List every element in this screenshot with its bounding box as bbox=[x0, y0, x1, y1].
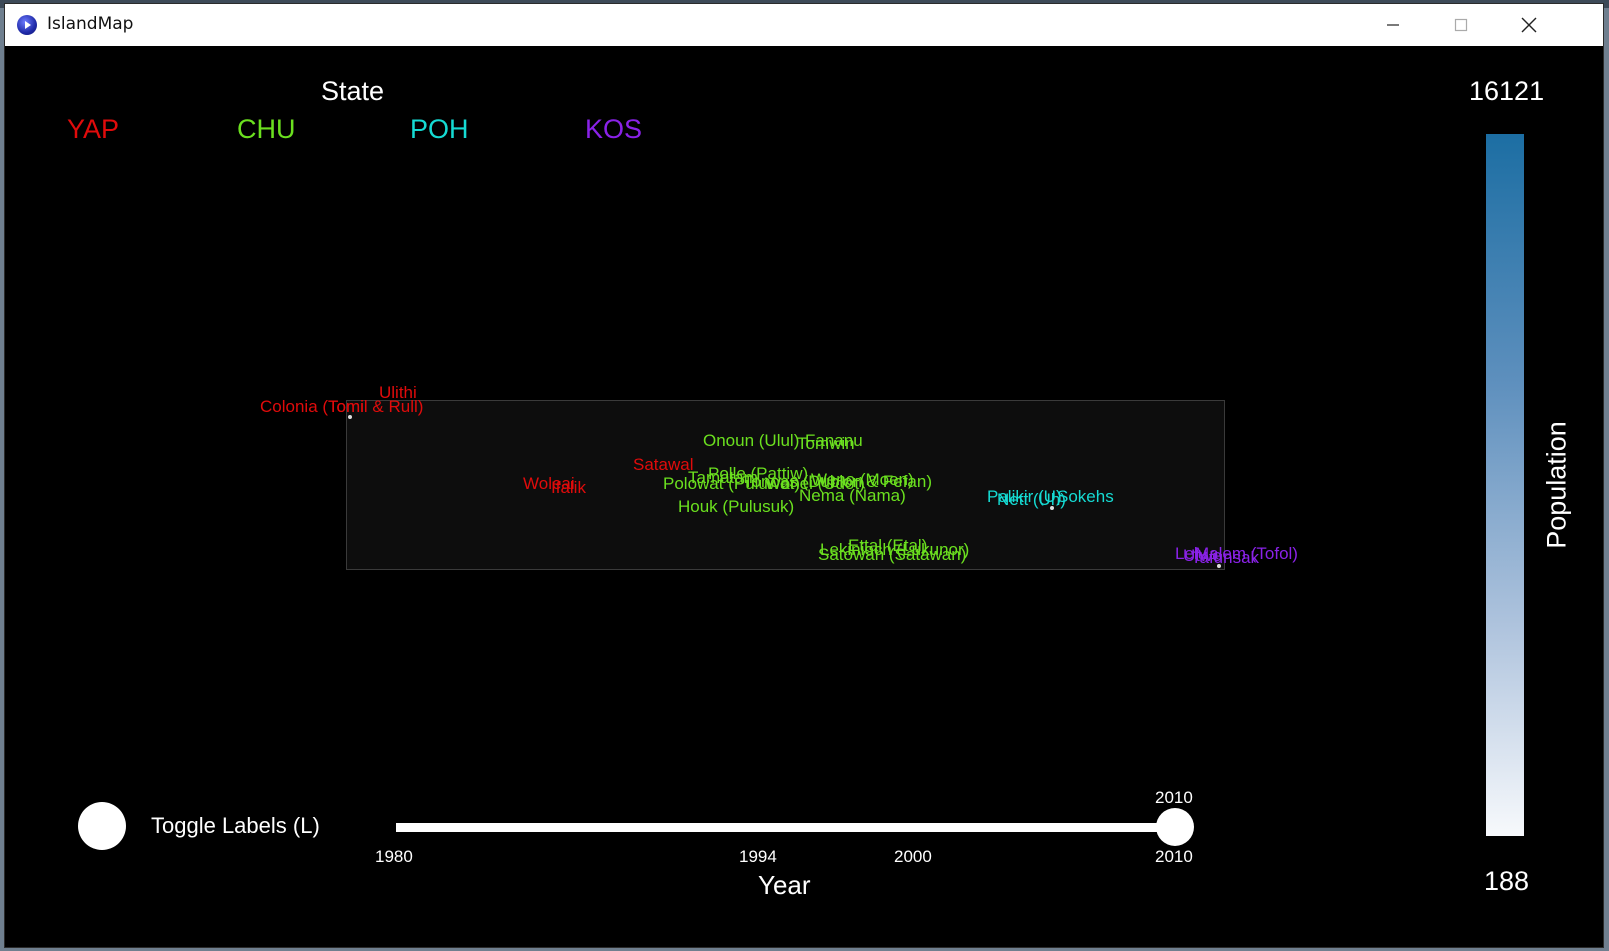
toggle-labels-label: Toggle Labels (L) bbox=[151, 813, 320, 838]
minimize-icon bbox=[1387, 24, 1399, 26]
population-colorbar bbox=[1486, 134, 1524, 836]
app-window: IslandMap State YAP CHU POH KOS Ulithi C… bbox=[4, 3, 1604, 948]
island-label: Satowan (Satawan) bbox=[818, 545, 967, 564]
island-label: Nett (Uh) bbox=[997, 490, 1066, 509]
island-label: Ettal (Etal) bbox=[848, 536, 928, 555]
island-label: Onoun (Ulul) bbox=[703, 431, 800, 450]
colorbar-max-label: 16121 bbox=[1469, 76, 1545, 106]
island-label: Polowat (Puluwat) bbox=[663, 474, 801, 493]
island-label: Palikir (U) bbox=[987, 487, 1062, 506]
island-label: Utwe bbox=[1183, 546, 1222, 565]
maximize-icon bbox=[1454, 18, 1468, 32]
toggle-labels-button[interactable] bbox=[78, 802, 126, 850]
island-label: Tonoas (Dublon & Fefan) bbox=[743, 472, 932, 491]
legend-item-yap: YAP bbox=[67, 114, 120, 144]
title-bar[interactable]: IslandMap bbox=[5, 4, 1603, 46]
island-label: Tomwin bbox=[797, 434, 855, 453]
slider-tick-label: 2000 bbox=[894, 847, 932, 866]
island-label: Tafunsak bbox=[1191, 548, 1260, 567]
island-label: Colonia (Tomil & Rull) bbox=[260, 397, 424, 416]
island-label: Nema (Nama) bbox=[799, 486, 906, 505]
colorbar-min-label: 188 bbox=[1484, 866, 1530, 896]
island-label: Houk (Pulusuk) bbox=[678, 497, 795, 516]
map-canvas[interactable]: State YAP CHU POH KOS Ulithi Colonia (To… bbox=[5, 46, 1603, 947]
slider-axis-label: Year bbox=[758, 870, 811, 900]
island-label: Weno (Moen) bbox=[811, 470, 914, 489]
island-marker bbox=[348, 415, 352, 419]
close-icon bbox=[1521, 17, 1537, 33]
island-label: Polle (Pattiw) bbox=[708, 464, 809, 483]
year-slider-handle[interactable] bbox=[1156, 808, 1194, 846]
app-icon bbox=[17, 15, 37, 35]
island-label: Tamatam bbox=[688, 468, 758, 487]
colorbar-title: Population bbox=[1541, 421, 1572, 549]
slider-tick-label: 1994 bbox=[739, 847, 777, 866]
island-label: Satawal bbox=[633, 455, 694, 474]
island-marker bbox=[1217, 564, 1221, 568]
island-label: Sokehs bbox=[1057, 487, 1114, 506]
slider-tick-label: 2010 bbox=[1155, 847, 1193, 866]
minimize-button[interactable] bbox=[1359, 4, 1427, 46]
legend-item-kos: KOS bbox=[585, 114, 643, 144]
legend-item-poh: POH bbox=[410, 114, 469, 144]
island-marker bbox=[1050, 506, 1054, 510]
close-button[interactable] bbox=[1495, 4, 1563, 46]
map-region bbox=[346, 400, 1225, 570]
island-label: Wonei (Udot) bbox=[765, 474, 865, 493]
island-label: Fananu bbox=[805, 431, 863, 450]
island-label: Ulithi bbox=[379, 383, 417, 402]
island-label: Lelu bbox=[1175, 544, 1208, 563]
window-title: IslandMap bbox=[47, 14, 134, 34]
island-label: Tomil bbox=[328, 397, 368, 416]
island-label: Malem (Tofol) bbox=[1195, 544, 1298, 563]
island-label: Ifalik bbox=[551, 478, 586, 497]
year-slider-track[interactable] bbox=[396, 823, 1176, 832]
legend-item-chu: CHU bbox=[237, 114, 296, 144]
legend-title: State bbox=[321, 76, 385, 106]
island-label: Woleai bbox=[523, 474, 575, 493]
slider-tick-label: 1980 bbox=[375, 847, 413, 866]
slider-value-label: 2010 bbox=[1155, 788, 1193, 807]
maximize-button[interactable] bbox=[1427, 4, 1495, 46]
island-label: Lekinioch (Lukunor) bbox=[820, 540, 970, 559]
